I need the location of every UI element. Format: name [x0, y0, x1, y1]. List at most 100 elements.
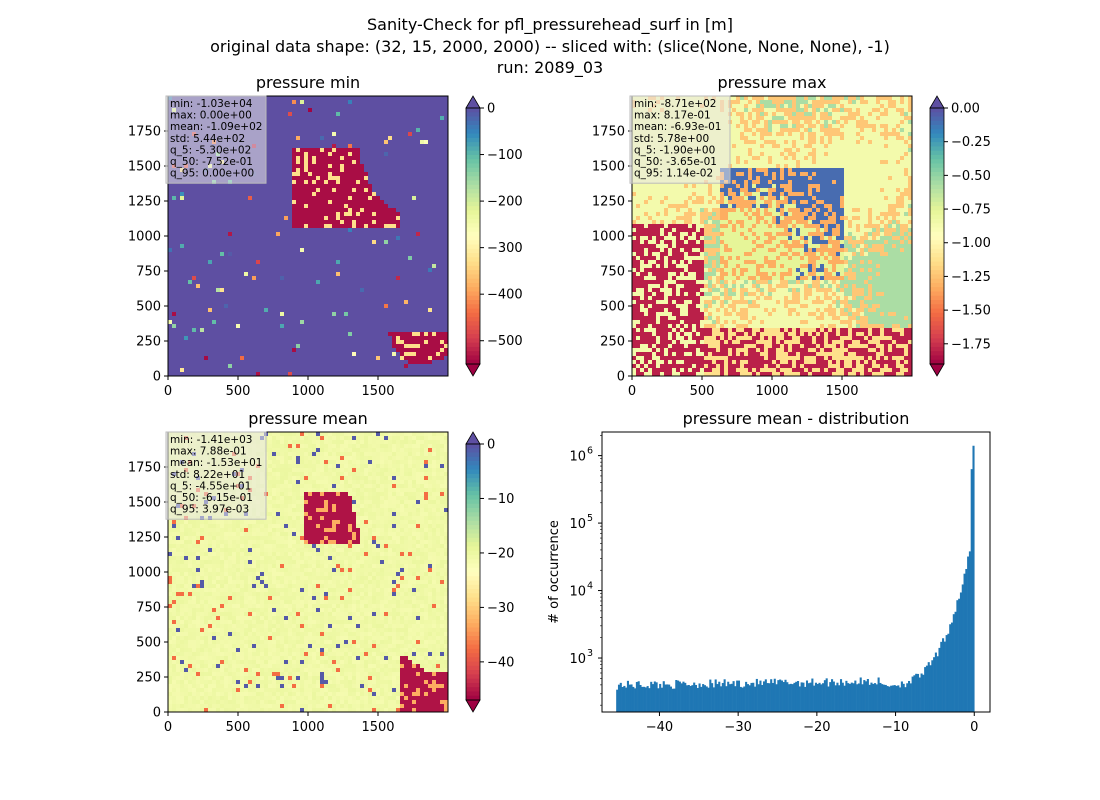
heatmap-cell — [200, 276, 205, 281]
heatmap-cell — [356, 164, 361, 169]
heatmap-cell — [212, 276, 217, 281]
heatmap-cell — [176, 288, 181, 293]
heatmap-cell — [224, 336, 229, 341]
heatmap-cell — [372, 96, 377, 101]
heatmap-cell — [368, 300, 373, 305]
heatmap-cell — [168, 228, 173, 233]
heatmap-cell — [436, 136, 441, 141]
heatmap-cell — [412, 208, 417, 213]
heatmap-cell — [244, 260, 249, 265]
heatmap-cell — [332, 100, 337, 105]
heatmap-cell — [400, 236, 405, 241]
heatmap-cell — [240, 268, 245, 273]
heatmap-cell — [360, 284, 365, 289]
heatmap-cell — [400, 260, 405, 265]
heatmap-cell — [212, 288, 217, 293]
heatmap-cell — [272, 284, 277, 289]
heatmap-cell — [400, 312, 405, 317]
heatmap-cell — [368, 244, 373, 249]
heatmap-cell — [316, 248, 321, 253]
heatmap-cell — [416, 144, 421, 149]
heatmap-cell — [420, 372, 425, 376]
heatmap-cell — [308, 224, 313, 229]
heatmap-cell — [236, 336, 241, 341]
heatmap-cell — [440, 156, 445, 161]
heatmap-cell — [404, 164, 409, 169]
heatmap-cell — [364, 132, 369, 137]
heatmap-cell — [196, 192, 201, 197]
colorbar-segment — [466, 325, 480, 331]
heatmap-cell — [184, 228, 189, 233]
heatmap-cell — [172, 360, 177, 365]
heatmap-cell — [312, 276, 317, 281]
heatmap-cell — [196, 228, 201, 233]
heatmap-cell — [368, 292, 373, 297]
heatmap-cell — [424, 100, 429, 105]
heatmap-cell — [440, 356, 445, 361]
heatmap-cell — [276, 224, 281, 229]
heatmap-cell — [428, 304, 433, 309]
heatmap-cell — [356, 132, 361, 137]
heatmap-cell — [432, 180, 437, 185]
heatmap-cell — [420, 340, 425, 345]
heatmap-cell — [216, 276, 221, 281]
heatmap-cell — [412, 256, 417, 261]
heatmap-cell — [204, 204, 209, 209]
heatmap-cell — [280, 272, 285, 277]
heatmap-cell — [444, 120, 448, 125]
heatmap-cell — [196, 328, 201, 333]
heatmap-cell — [288, 120, 293, 125]
heatmap-cell — [204, 364, 209, 369]
heatmap-cell — [332, 200, 337, 205]
heatmap-cell — [444, 368, 448, 373]
heatmap-cell — [268, 360, 273, 365]
heatmap-cell — [192, 352, 197, 357]
heatmap-cell — [268, 264, 273, 269]
heatmap-cell — [288, 208, 293, 213]
heatmap-cell — [268, 312, 273, 317]
heatmap-cell — [260, 184, 265, 189]
heatmap-cell — [272, 348, 277, 353]
heatmap-cell — [308, 212, 313, 217]
heatmap-cell — [256, 268, 261, 273]
heatmap-cell — [440, 108, 445, 113]
heatmap-cell — [384, 112, 389, 117]
heatmap-cell — [428, 344, 433, 349]
heatmap-cell — [324, 340, 329, 345]
heatmap-cell — [380, 100, 385, 105]
heatmap-cell — [436, 208, 441, 213]
heatmap-cell — [284, 260, 289, 265]
heatmap-cell — [444, 132, 448, 137]
heatmap-cell — [344, 272, 349, 277]
heatmap-cell — [324, 304, 329, 309]
heatmap-cell — [368, 128, 373, 133]
heatmap-cell — [172, 352, 177, 357]
heatmap-cell — [424, 192, 429, 197]
heatmap-cell — [440, 360, 445, 365]
heatmap-cell — [300, 192, 305, 197]
heatmap-cell — [320, 340, 325, 345]
heatmap-cell — [180, 280, 185, 285]
heatmap-cell — [312, 212, 317, 217]
heatmap-cell — [212, 240, 217, 245]
heatmap-cell — [304, 244, 309, 249]
heatmap-cell — [364, 220, 369, 225]
heatmap-cell — [356, 300, 361, 305]
heatmap-cell — [320, 240, 325, 245]
heatmap-cell — [248, 368, 253, 373]
heatmap-cell — [352, 120, 357, 125]
heatmap-cell — [248, 188, 253, 193]
heatmap-cell — [344, 132, 349, 137]
heatmap-cell — [288, 236, 293, 241]
heatmap-cell — [192, 372, 197, 376]
heatmap-cell — [292, 148, 297, 153]
heatmap-cell — [388, 156, 393, 161]
heatmap-cell — [196, 216, 201, 221]
heatmap-cell — [256, 288, 261, 293]
heatmap-cell — [336, 96, 341, 101]
heatmap-cell — [348, 164, 353, 169]
heatmap-cell — [352, 188, 357, 193]
heatmap-cell — [368, 188, 373, 193]
heatmap-cell — [216, 344, 221, 349]
heatmap-cell — [416, 340, 421, 345]
